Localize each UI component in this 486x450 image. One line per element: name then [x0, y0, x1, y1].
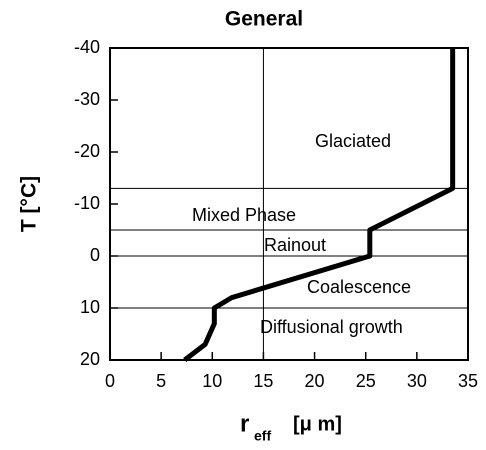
x-tick-label: 0 [105, 371, 115, 391]
zone-label: Glaciated [315, 131, 391, 151]
chart-title: General [225, 8, 303, 31]
x-axis-label-main: r [240, 410, 249, 437]
y-tick-label: -40 [74, 37, 100, 57]
data-line [183, 48, 456, 362]
y-tick-label: 20 [80, 349, 100, 369]
y-tick-label: -10 [74, 193, 100, 213]
x-axis-label-unit: [μ m] [293, 413, 342, 435]
y-tick-label: -30 [74, 89, 100, 109]
zone-label: Coalescence [307, 277, 411, 297]
x-tick-label: 20 [305, 371, 325, 391]
zone-label: Diffusional growth [260, 317, 403, 337]
zone-label: Rainout [264, 235, 326, 255]
x-tick-label: 10 [202, 371, 222, 391]
y-tick-label: 10 [80, 297, 100, 317]
y-tick-label: -20 [74, 141, 100, 161]
x-tick-label: 30 [407, 371, 427, 391]
y-tick-label: 0 [90, 245, 100, 265]
x-tick-label: 35 [458, 371, 478, 391]
x-tick-label: 25 [356, 371, 376, 391]
x-tick-label: 15 [253, 371, 273, 391]
x-axis-label-sub: eff [254, 428, 271, 444]
y-axis-label: T [°C] [18, 176, 41, 232]
x-tick-label: 5 [156, 371, 166, 391]
zone-label: Mixed Phase [192, 205, 296, 225]
